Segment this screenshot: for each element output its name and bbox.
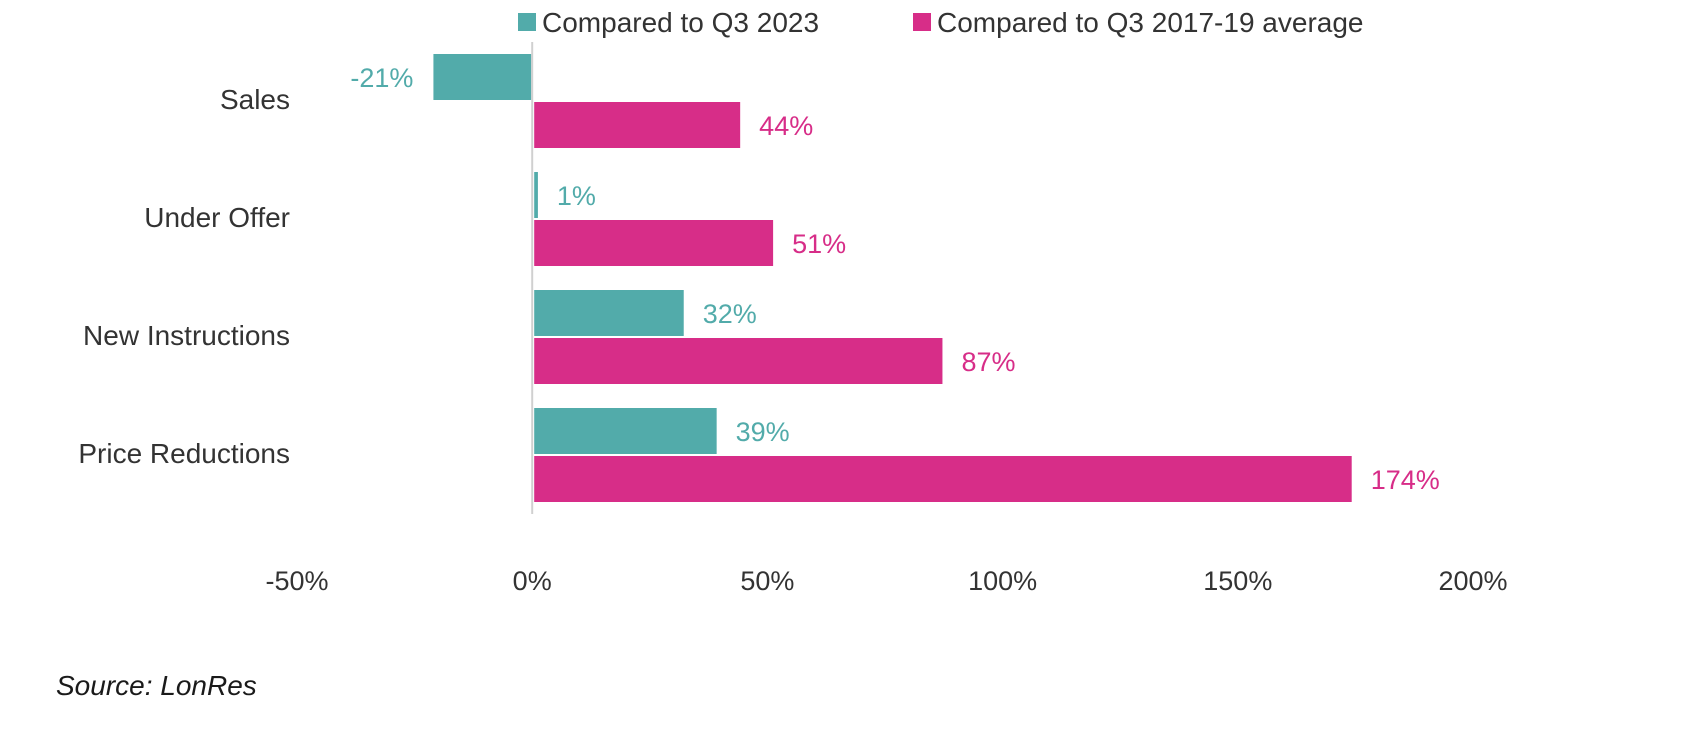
data-label: 174%: [1371, 465, 1440, 495]
legend-label-1: Compared to Q3 2023: [542, 7, 819, 38]
category-label: New Instructions: [83, 320, 290, 351]
data-labels: -21% 44% 1% 51% 32% 87% 39% 174%: [350, 63, 1439, 495]
bar-q3-2017-19-avg: [534, 102, 741, 148]
category-label: Price Reductions: [78, 438, 290, 469]
legend-label-2: Compared to Q3 2017-19 average: [937, 7, 1364, 38]
data-label: 1%: [557, 181, 596, 211]
bar-q3-2017-19-avg: [534, 220, 774, 266]
data-label: 44%: [759, 111, 813, 141]
bar-q3-2023: [534, 172, 538, 218]
x-tick-label: 150%: [1203, 566, 1272, 596]
category-labels: Sales Under Offer New Instructions Price Re…: [78, 84, 290, 469]
x-tick-label: 50%: [740, 566, 794, 596]
data-label: 51%: [792, 229, 846, 259]
category-label: Sales: [220, 84, 290, 115]
x-tick-label: 100%: [968, 566, 1037, 596]
legend-swatch-1: [518, 13, 536, 31]
data-label: 39%: [736, 417, 790, 447]
data-label: 32%: [703, 299, 757, 329]
bar-q3-2017-19-avg: [534, 456, 1352, 502]
source-note: Source: LonRes: [56, 670, 257, 701]
bar-q3-2023: [534, 408, 717, 454]
bar-q3-2023: [433, 54, 532, 100]
bar-q3-2023: [534, 290, 684, 336]
bar-q3-2017-19-avg: [534, 338, 943, 384]
bars: [433, 54, 1352, 502]
legend: Compared to Q3 2023 Compared to Q3 2017-1…: [518, 7, 1364, 38]
x-tick-label: -50%: [265, 566, 328, 596]
data-label: 87%: [961, 347, 1015, 377]
x-tick-label: 0%: [513, 566, 552, 596]
category-label: Under Offer: [144, 202, 290, 233]
data-label: -21%: [350, 63, 413, 93]
x-tick-label: 200%: [1438, 566, 1507, 596]
legend-swatch-2: [913, 13, 931, 31]
x-axis-ticks: -50% 0% 50% 100% 150% 200%: [265, 566, 1507, 596]
